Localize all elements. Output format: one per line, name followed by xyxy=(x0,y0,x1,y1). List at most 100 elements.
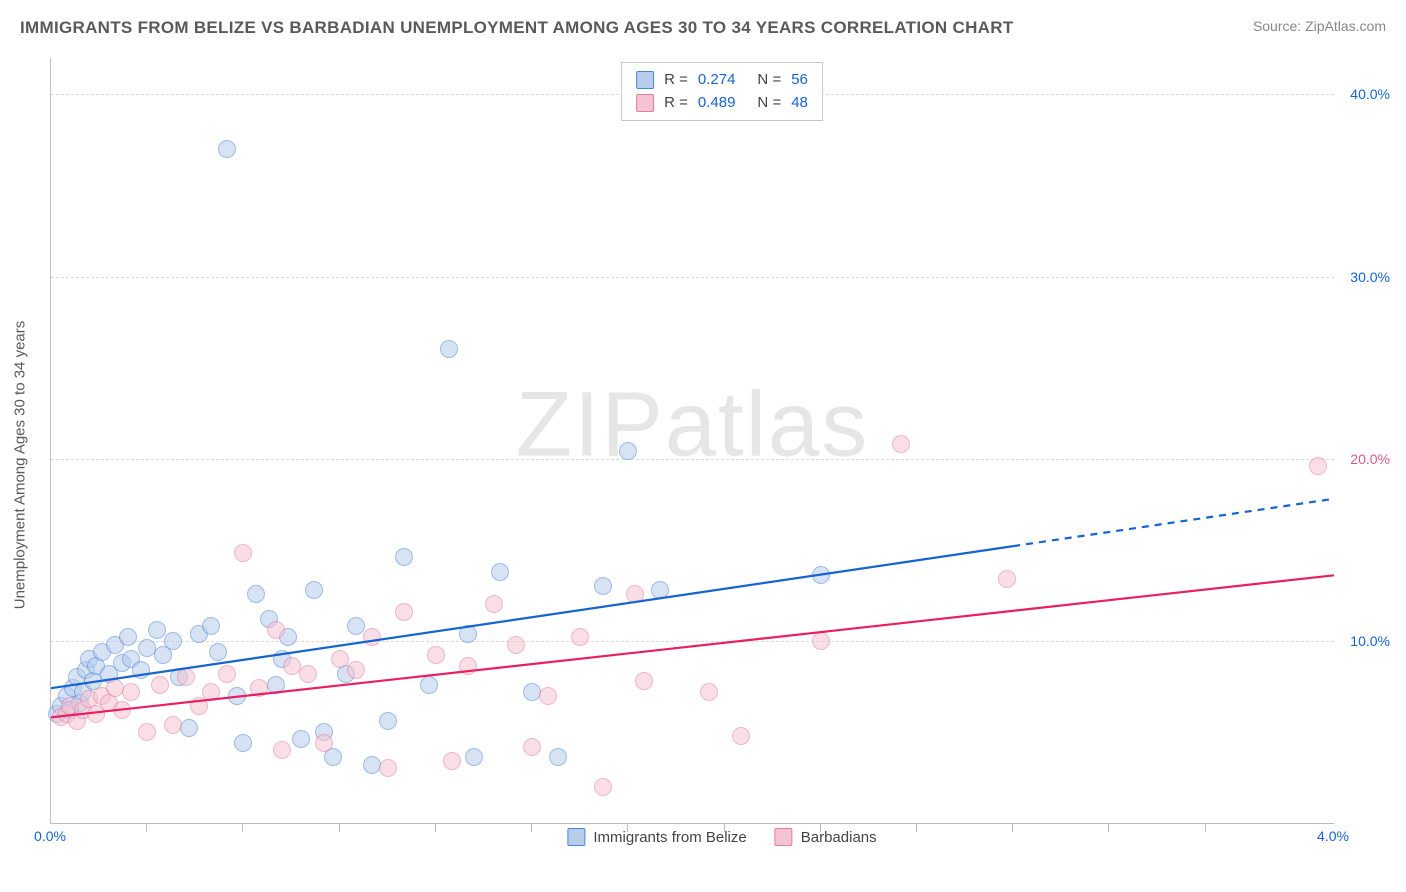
x-minor-tick xyxy=(339,824,340,832)
data-point xyxy=(363,756,381,774)
data-point xyxy=(812,566,830,584)
x-minor-tick xyxy=(1205,824,1206,832)
data-point xyxy=(106,679,124,697)
data-point xyxy=(247,585,265,603)
legend-swatch-pink xyxy=(775,828,793,846)
data-point xyxy=(700,683,718,701)
data-point xyxy=(465,748,483,766)
data-point xyxy=(507,636,525,654)
data-point xyxy=(138,723,156,741)
data-point xyxy=(812,632,830,650)
n-value-blue: 56 xyxy=(791,69,808,92)
y-tick-label: 10.0% xyxy=(1350,633,1390,649)
data-point xyxy=(113,701,131,719)
trend-line xyxy=(51,546,1013,688)
x-minor-tick xyxy=(146,824,147,832)
x-minor-tick xyxy=(1108,824,1109,832)
data-point xyxy=(363,628,381,646)
x-minor-tick xyxy=(531,824,532,832)
y-tick-label: 40.0% xyxy=(1350,86,1390,102)
data-point xyxy=(379,712,397,730)
data-point xyxy=(273,741,291,759)
data-point xyxy=(347,661,365,679)
data-point xyxy=(635,672,653,690)
data-point xyxy=(594,577,612,595)
data-point xyxy=(209,643,227,661)
data-point xyxy=(177,668,195,686)
data-point xyxy=(523,738,541,756)
data-point xyxy=(190,697,208,715)
legend-item-blue: Immigrants from Belize xyxy=(567,828,746,846)
x-minor-tick xyxy=(435,824,436,832)
data-point xyxy=(305,581,323,599)
data-point xyxy=(148,621,166,639)
data-point xyxy=(571,628,589,646)
data-point xyxy=(732,727,750,745)
data-point xyxy=(491,563,509,581)
data-point xyxy=(164,632,182,650)
x-minor-tick xyxy=(916,824,917,832)
legend-item-pink: Barbadians xyxy=(775,828,877,846)
data-point xyxy=(151,676,169,694)
data-point xyxy=(218,140,236,158)
stats-row-pink: R = 0.489 N = 48 xyxy=(636,92,808,115)
y-tick-label: 30.0% xyxy=(1350,269,1390,285)
data-point xyxy=(459,625,477,643)
x-minor-tick xyxy=(242,824,243,832)
gridline xyxy=(51,641,1334,642)
x-minor-tick xyxy=(1012,824,1013,832)
data-point xyxy=(228,687,246,705)
data-point xyxy=(164,716,182,734)
r-value-pink: 0.489 xyxy=(698,92,736,115)
data-point xyxy=(292,730,310,748)
data-point xyxy=(234,734,252,752)
data-point xyxy=(998,570,1016,588)
data-point xyxy=(267,621,285,639)
data-point xyxy=(1309,457,1327,475)
data-point xyxy=(119,628,137,646)
data-point xyxy=(347,617,365,635)
x-tick-label: 0.0% xyxy=(34,828,66,844)
data-point xyxy=(299,665,317,683)
plot-area: ZIPatlas xyxy=(50,58,1334,824)
chart-container: Unemployment Among Ages 30 to 34 years Z… xyxy=(48,58,1396,872)
data-point xyxy=(651,581,669,599)
legend-swatch-blue xyxy=(567,828,585,846)
y-axis-title: Unemployment Among Ages 30 to 34 years xyxy=(12,321,29,610)
data-point xyxy=(549,748,567,766)
trend-line-dashed xyxy=(1013,499,1334,546)
data-point xyxy=(202,617,220,635)
data-point xyxy=(626,585,644,603)
series-legend: Immigrants from Belize Barbadians xyxy=(567,828,876,846)
data-point xyxy=(619,442,637,460)
chart-title: IMMIGRANTS FROM BELIZE VS BARBADIAN UNEM… xyxy=(20,18,1014,38)
r-value-blue: 0.274 xyxy=(698,69,736,92)
y-tick-label: 20.0% xyxy=(1350,451,1390,467)
data-point xyxy=(234,544,252,562)
stats-legend: R = 0.274 N = 56 R = 0.489 N = 48 xyxy=(621,62,823,121)
data-point xyxy=(331,650,349,668)
data-point xyxy=(267,676,285,694)
swatch-pink xyxy=(636,94,654,112)
data-point xyxy=(420,676,438,694)
source-link[interactable]: ZipAtlas.com xyxy=(1305,18,1386,34)
data-point xyxy=(395,548,413,566)
watermark: ZIPatlas xyxy=(516,373,869,478)
data-point xyxy=(180,719,198,737)
x-tick-label: 4.0% xyxy=(1317,828,1349,844)
data-point xyxy=(539,687,557,705)
legend-label-pink: Barbadians xyxy=(801,829,877,846)
data-point xyxy=(132,661,150,679)
stats-row-blue: R = 0.274 N = 56 xyxy=(636,69,808,92)
data-point xyxy=(379,759,397,777)
data-point xyxy=(202,683,220,701)
gridline xyxy=(51,277,1334,278)
legend-label-blue: Immigrants from Belize xyxy=(593,829,746,846)
data-point xyxy=(892,435,910,453)
data-point xyxy=(523,683,541,701)
data-point xyxy=(440,340,458,358)
source-text: Source: ZipAtlas.com xyxy=(1253,18,1386,34)
data-point xyxy=(218,665,236,683)
data-point xyxy=(485,595,503,613)
data-point xyxy=(122,683,140,701)
